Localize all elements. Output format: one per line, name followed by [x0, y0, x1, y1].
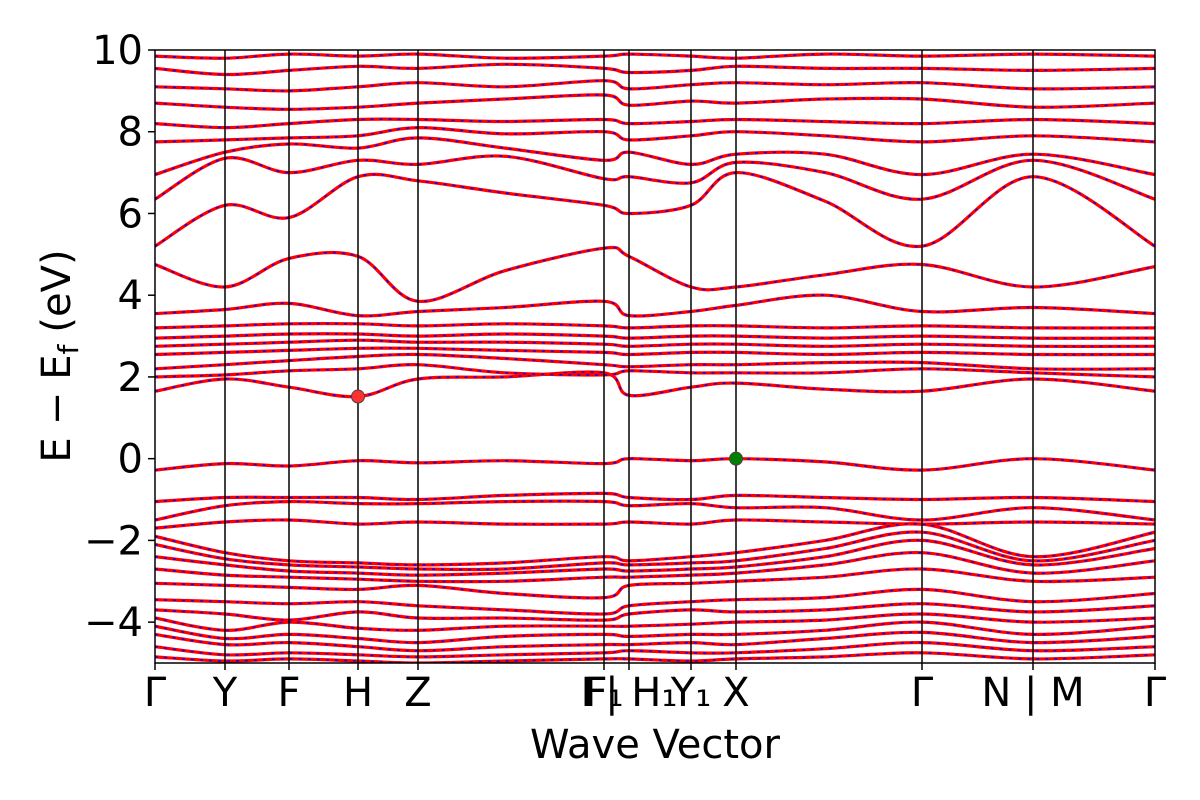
- band-overlay-17: [155, 363, 1155, 378]
- band-overlay-28: [155, 126, 1155, 143]
- y-tick-label-2: 0: [118, 437, 143, 483]
- y-tick-label-7: 10: [92, 28, 143, 74]
- x-tick-label-11: Γ: [1144, 670, 1167, 716]
- x-tick-label-9: Γ: [911, 670, 934, 716]
- band-line-27: [155, 136, 1155, 177]
- band-overlay-30: [155, 94, 1155, 111]
- extrema-markers: [351, 389, 743, 466]
- y-axis-label-e2: E: [34, 354, 80, 379]
- cbm-marker: [351, 389, 365, 404]
- band-line-32: [155, 62, 1155, 77]
- band-line-20: [155, 338, 1155, 349]
- x-tick-label-1: Y: [212, 670, 238, 716]
- band-line-16: [155, 370, 1155, 399]
- band-line-22: [155, 321, 1155, 330]
- band-line-4: [155, 522, 1155, 567]
- x-tick-label-8: X: [722, 670, 749, 716]
- band-line-10: [155, 602, 1155, 622]
- band-line-26: [155, 154, 1155, 201]
- y-axis-label-e: E: [34, 437, 80, 462]
- band-overlay-9: [155, 588, 1155, 615]
- band-overlay-32: [155, 63, 1155, 76]
- band-line-14: [155, 640, 1155, 659]
- band-overlay-19: [155, 347, 1155, 356]
- band-line-18: [155, 352, 1155, 371]
- band-overlay-12: [155, 621, 1155, 644]
- band-overlay-8: [155, 568, 1155, 599]
- band-overlay-26: [155, 155, 1155, 200]
- band-line-31: [155, 79, 1155, 93]
- y-axis-ticks: −4 −2 0 2 4 6 8 10: [84, 28, 155, 646]
- band-line-0: [155, 457, 1155, 472]
- band-overlay-13: [155, 631, 1155, 652]
- bands-layer: [155, 52, 1155, 663]
- x-tick-label-2: F: [277, 670, 300, 716]
- plot-frame: [154, 49, 1156, 664]
- band-line-2: [155, 499, 1155, 522]
- band-line-33: [155, 52, 1155, 60]
- band-line-24: [155, 245, 1155, 303]
- band-overlay-20: [155, 339, 1155, 348]
- band-overlay-24: [155, 246, 1155, 303]
- band-line-3: [155, 518, 1155, 530]
- high-symmetry-lines: [224, 50, 1034, 663]
- band-overlay-6: [155, 539, 1155, 576]
- x-tick-label-5: F₁: [584, 670, 623, 716]
- band-line-23: [155, 293, 1155, 318]
- x-tick-label-10: N | M: [981, 670, 1084, 716]
- band-line-19: [155, 346, 1155, 357]
- band-overlay-5: [155, 531, 1155, 571]
- band-overlay-11: [155, 613, 1155, 632]
- y-axis-label-minus: −: [34, 392, 80, 426]
- y-axis-label-sub: f: [52, 343, 85, 354]
- y-tick-label-5: 6: [118, 191, 143, 237]
- y-tick-label-3: 2: [118, 355, 143, 401]
- band-overlay-10: [155, 602, 1155, 621]
- y-tick-label-1: −2: [84, 518, 143, 564]
- band-line-28: [155, 125, 1155, 144]
- band-overlay-22: [155, 322, 1155, 329]
- band-overlay-4: [155, 523, 1155, 566]
- y-axis-label-unit: (eV): [34, 249, 80, 332]
- x-tick-label-3: H: [343, 670, 373, 716]
- band-line-7: [155, 551, 1155, 584]
- x-tick-label-7: Y₁: [670, 670, 711, 716]
- band-line-11: [155, 612, 1155, 632]
- vbm-marker: [729, 451, 743, 466]
- band-overlay-0: [155, 457, 1155, 471]
- band-line-21: [155, 332, 1155, 340]
- y-tick-label-6: 8: [118, 110, 143, 156]
- x-tick-label-4: Z: [404, 670, 431, 716]
- x-tick-label-6: I | H₁: [581, 670, 678, 716]
- band-overlay-21: [155, 333, 1155, 339]
- band-line-29: [155, 117, 1155, 130]
- band-line-1: [155, 491, 1155, 504]
- x-axis-label: Wave Vector: [530, 722, 781, 768]
- band-overlay-31: [155, 79, 1155, 92]
- band-overlay-2: [155, 500, 1155, 521]
- band-line-30: [155, 93, 1155, 111]
- y-axis-label: E − Ef (eV): [34, 249, 85, 462]
- x-tick-label-0: Γ: [144, 670, 167, 716]
- y-tick-label-4: 4: [118, 273, 143, 319]
- y-tick-label-0: −4: [84, 600, 143, 646]
- band-line-15: [155, 651, 1155, 663]
- band-line-25: [155, 170, 1155, 248]
- band-overlay-27: [155, 137, 1155, 176]
